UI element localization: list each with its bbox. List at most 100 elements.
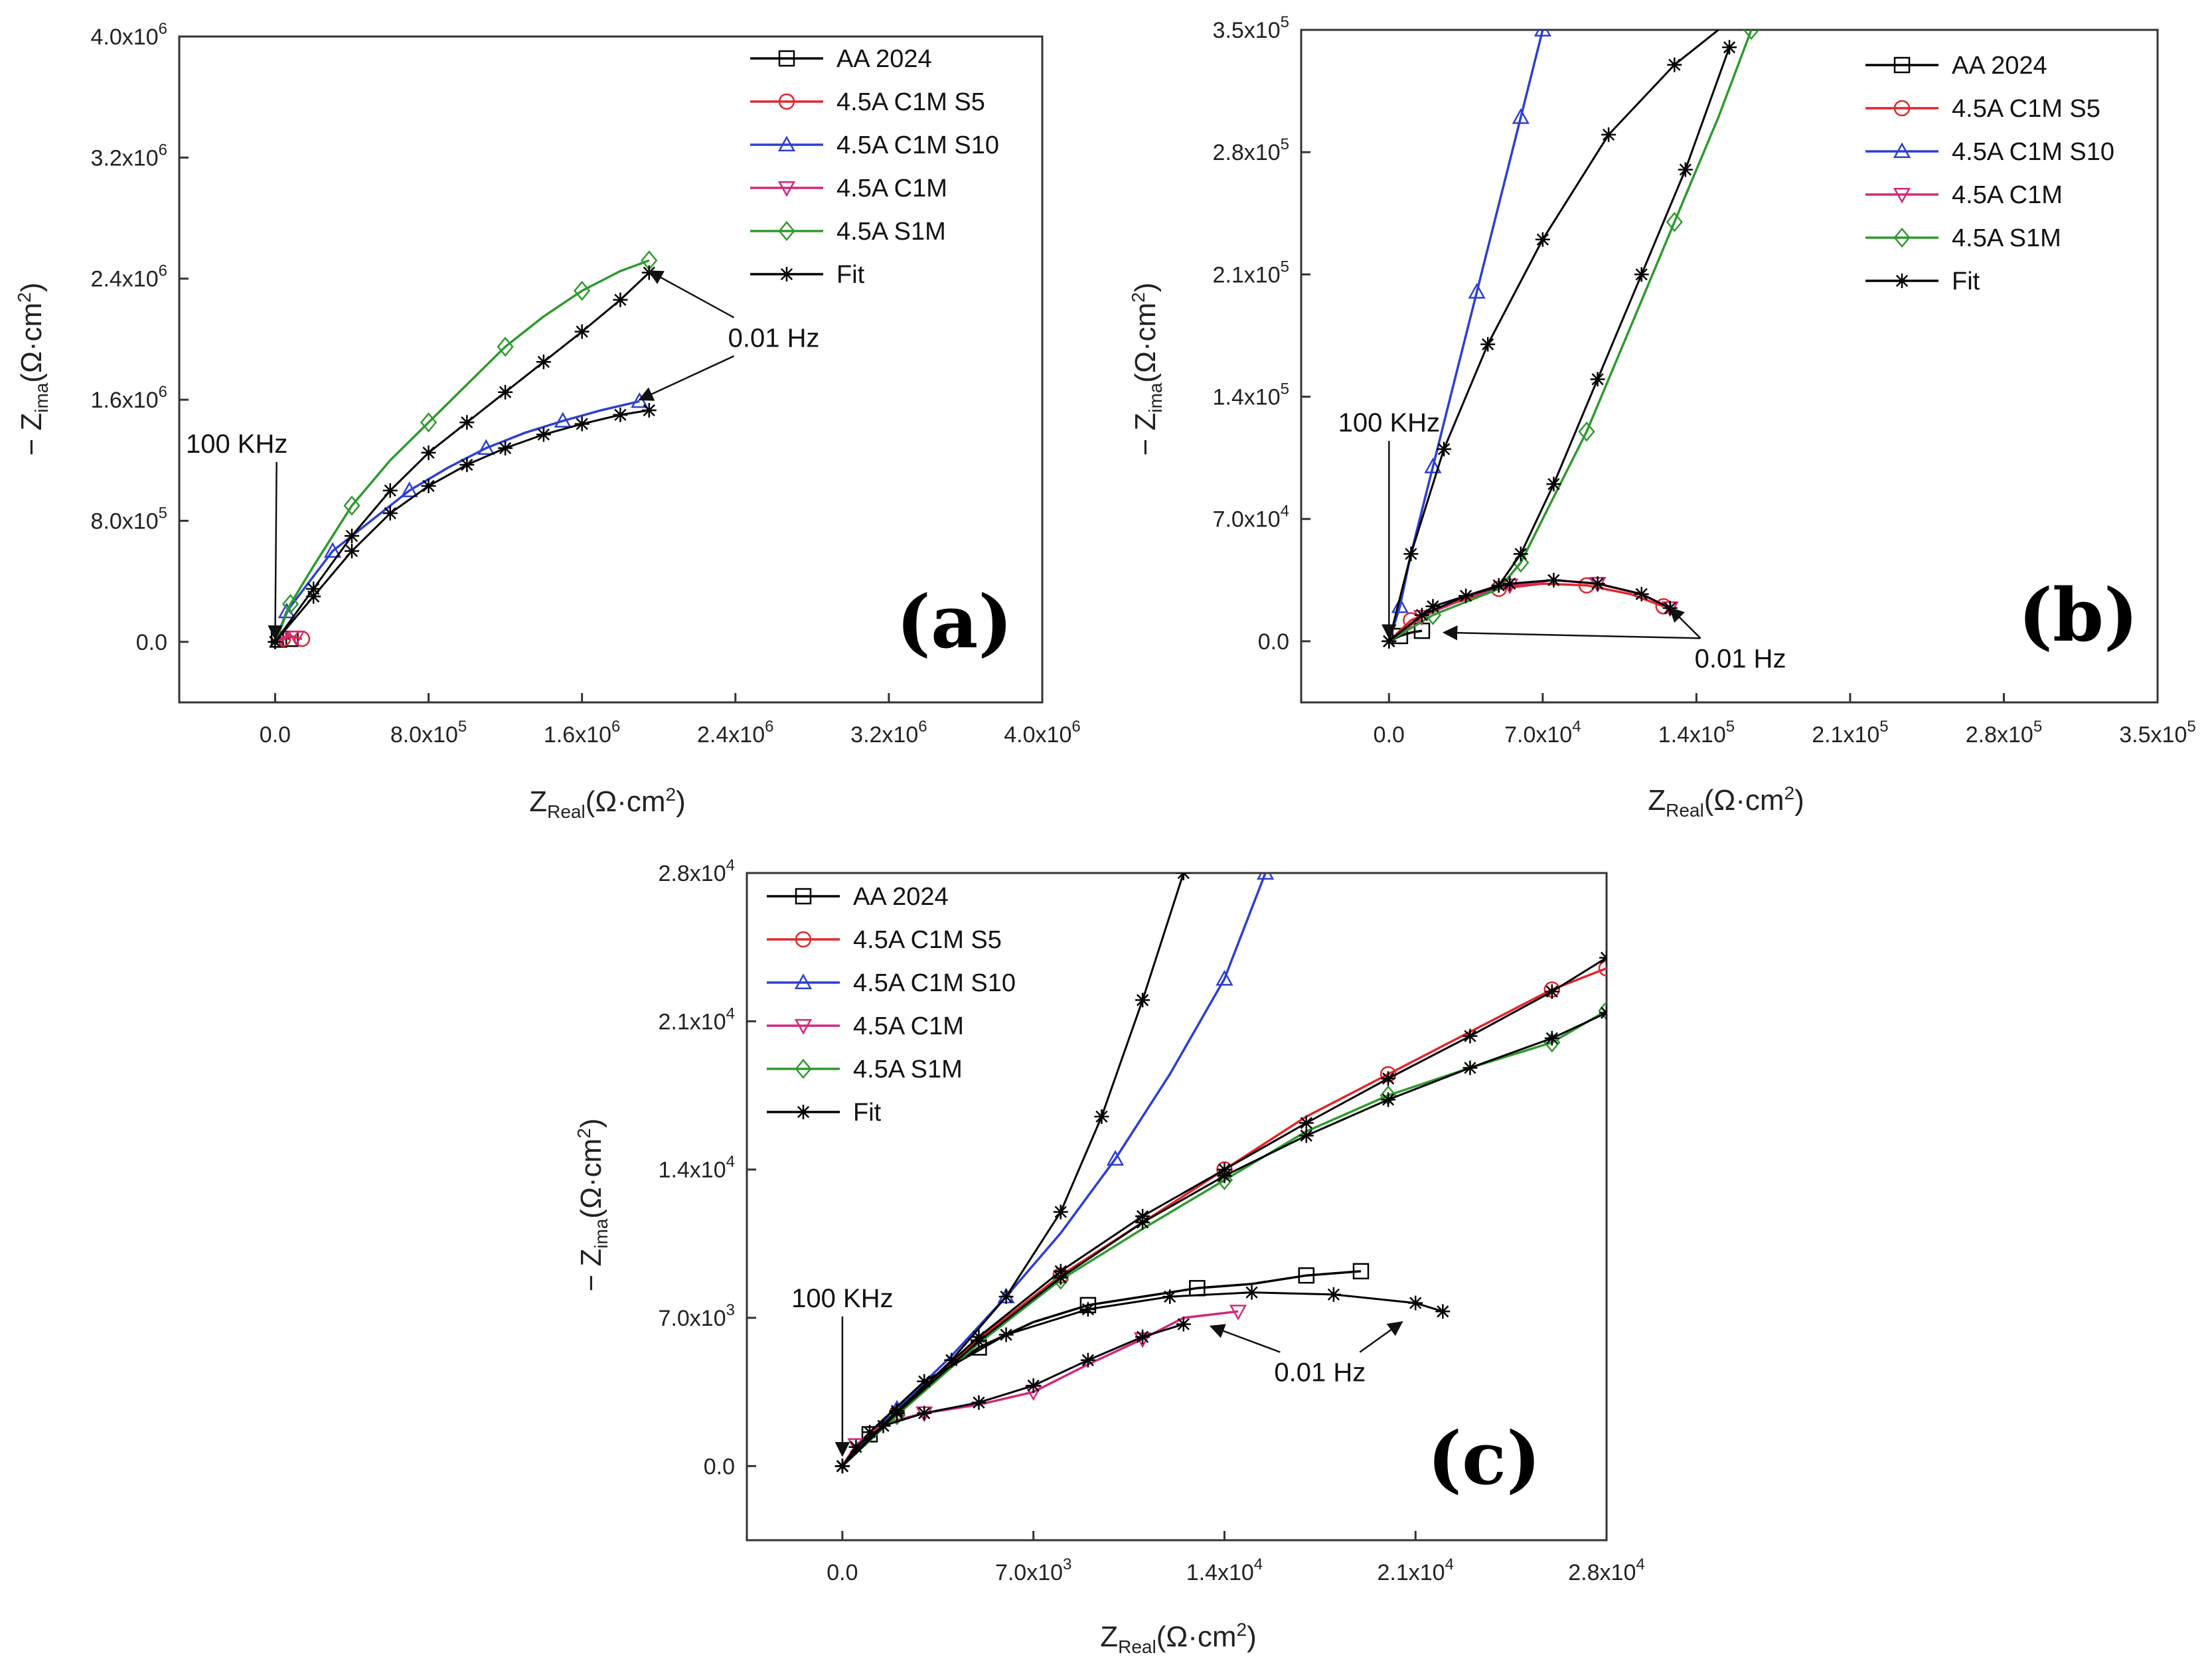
- fit-line-b: [1388, 46, 1731, 643]
- fit-point-c: [1462, 1028, 1478, 1044]
- plot-frame-a: [178, 35, 1044, 704]
- fit-point-c: [890, 1405, 905, 1421]
- data-point-c: [1106, 1150, 1125, 1166]
- data-point-b: [1578, 422, 1595, 442]
- legend-marker-a: [777, 135, 796, 152]
- series-line-b: [1387, 30, 1544, 642]
- fit-point-c: [1326, 1287, 1341, 1302]
- fit-point-a: [345, 528, 359, 544]
- fit-point-b: [1590, 576, 1605, 592]
- fit-point-a: [574, 416, 590, 432]
- y-tick-label-a: 8.0x105: [91, 504, 167, 534]
- data-point-c: [1298, 1267, 1315, 1284]
- fit-line-a: [274, 409, 650, 643]
- fit-point-c: [1408, 1295, 1423, 1311]
- annotation-text-a: 100 KHz: [186, 430, 287, 459]
- x-tick-label-c: 2.8x104: [1568, 1555, 1644, 1585]
- data-point-a: [323, 542, 342, 558]
- fit-line-b: [1388, 579, 1671, 643]
- data-layer-c: [834, 873, 1607, 1474]
- fit-point-b: [1459, 588, 1474, 603]
- legend-marker-c: [796, 1105, 811, 1119]
- data-point-a: [277, 602, 295, 619]
- legend-label-a: 4.5A S1M: [836, 218, 946, 246]
- x-tick-label-b: 2.8x105: [1966, 718, 2042, 748]
- legend-label-c: 4.5A C1M: [853, 1012, 964, 1040]
- fit-point-c: [1544, 984, 1559, 999]
- annotation-arrow-b: [1669, 607, 1701, 639]
- x-tick-label-c: 0.0: [827, 1560, 858, 1585]
- legend-marker-a: [778, 93, 795, 110]
- x-tick-label-c: 7.0x103: [995, 1555, 1071, 1585]
- legend-label-b: 4.5A S1M: [1952, 224, 2061, 252]
- data-point-b: [1743, 30, 1760, 40]
- x-tick-label-b: 2.1x105: [1812, 718, 1888, 748]
- fit-point-c: [834, 1459, 850, 1474]
- legend-marker-b: [1893, 142, 1911, 159]
- legend-label-a: 4.5A C1M S5: [836, 88, 985, 116]
- fit-point-a: [421, 479, 436, 494]
- fit-point-a: [641, 403, 657, 418]
- legend-label-a: 4.5A C1M S10: [836, 131, 999, 159]
- fit-line-c: [841, 1323, 1184, 1467]
- data-point-c: [1598, 960, 1607, 977]
- x-tick-label-a: 2.4x106: [697, 718, 773, 748]
- annotation-text-b: 100 KHz: [1338, 408, 1440, 438]
- legend-label-b: Fit: [1952, 268, 1980, 295]
- fit-point-a: [345, 544, 359, 559]
- series-line-a: [274, 259, 650, 643]
- annotation-arrow-a: [268, 461, 283, 641]
- legend-label-b: 4.5A C1M: [1952, 181, 2063, 209]
- fit-point-b: [1678, 162, 1693, 177]
- fit-point-c: [1599, 1005, 1607, 1020]
- panel-label-a: (a): [896, 579, 1012, 665]
- fit-point-b: [1414, 607, 1429, 623]
- fit-point-a: [613, 407, 628, 422]
- fit-point-c: [876, 1418, 891, 1433]
- fit-point-c: [1176, 873, 1191, 880]
- data-point-c: [1216, 1170, 1233, 1190]
- legend-a: AA 2024 4.5A C1M S5 4.5A C1M S10 4.5A C1M 4.…: [750, 45, 999, 289]
- legend-label-c: AA 2024: [853, 883, 949, 911]
- y-tick-label-c: 7.0x103: [659, 1301, 735, 1331]
- fit-point-b: [1425, 599, 1441, 614]
- panel-b: 0.0 7.0x104 1.4x105 2.1x105 2.8x105 3.5x105 0.…: [1128, 5, 2196, 821]
- annotation-layer-a: 0.01 Hz 100 KHz: [186, 270, 819, 641]
- panel-c: 0.0 7.0x103 1.4x104 2.1x104 2.8x104 0.0 7.0x10…: [574, 856, 1645, 1657]
- fit-point-c: [1244, 1285, 1259, 1300]
- series-line-b: [1388, 30, 1753, 643]
- data-point-c: [1352, 1263, 1370, 1280]
- fit-point-b: [1722, 40, 1737, 55]
- legend-label-a: AA 2024: [836, 45, 932, 73]
- fit-line-c: [841, 1291, 1443, 1467]
- data-point-c: [1229, 1305, 1247, 1321]
- fit-point-c: [1053, 1204, 1068, 1220]
- fit-point-c: [998, 1289, 1014, 1305]
- fit-point-c: [971, 1334, 987, 1349]
- fit-point-c: [1080, 1302, 1095, 1317]
- fit-point-c: [1299, 1115, 1314, 1131]
- fit-point-c: [848, 1439, 864, 1455]
- fit-point-b: [1382, 633, 1397, 649]
- fit-point-c: [1217, 1168, 1232, 1184]
- legend-label-a: 4.5A C1M: [836, 175, 947, 202]
- annotation-text-b: 0.01 Hz: [1695, 644, 1786, 673]
- legend-marker-c: [795, 888, 812, 905]
- legend-marker-c: [794, 973, 813, 990]
- fit-point-b: [1480, 337, 1496, 352]
- data-point-a: [287, 630, 305, 647]
- fit-point-b: [1667, 57, 1682, 72]
- fit-point-b: [1733, 5, 1748, 20]
- annotation-layer-c: 0.01 Hz 100 KHz: [791, 1284, 1403, 1457]
- y-tick-label-b: 3.5x105: [1213, 13, 1289, 43]
- y-axis-title-b: − Zima(Ω·cm2): [1128, 282, 1166, 455]
- x-tick-label-a: 3.2x106: [850, 718, 927, 748]
- fit-point-c: [1026, 1378, 1041, 1393]
- annotation-arrow-b: [1442, 625, 1701, 641]
- y-tick-label-c: 1.4x104: [659, 1153, 735, 1183]
- annotation-arrow-a: [638, 355, 735, 401]
- x-axis-title-b: ZReal(Ω·cm2): [1648, 783, 1804, 821]
- legend-label-b: 4.5A C1M S5: [1952, 95, 2100, 123]
- series-line-a: [274, 400, 640, 643]
